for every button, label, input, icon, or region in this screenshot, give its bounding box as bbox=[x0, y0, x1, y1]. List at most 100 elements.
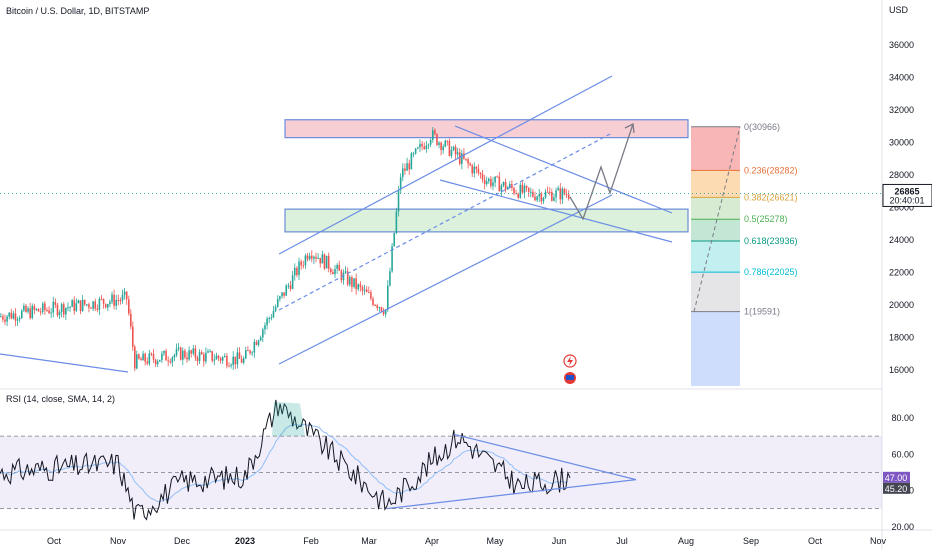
time-tick-label: Nov bbox=[870, 536, 887, 546]
currency-label: USD bbox=[888, 5, 908, 15]
candle-down bbox=[327, 255, 330, 269]
channel-upper-line bbox=[278, 75, 613, 255]
candle-up bbox=[509, 184, 511, 188]
candle-down bbox=[83, 299, 86, 305]
candle-down bbox=[346, 271, 349, 285]
candle-up bbox=[156, 361, 159, 365]
candle-down bbox=[138, 354, 140, 359]
candle-up bbox=[232, 356, 234, 365]
candle-up bbox=[293, 267, 296, 276]
axes: 36000 34000 32000 30000 28000 26000 24000 22000… bbox=[0, 40, 932, 546]
time-tick-label: Mar bbox=[361, 536, 377, 546]
candle-down bbox=[421, 143, 423, 147]
candle-up bbox=[308, 255, 311, 260]
candle-up bbox=[31, 306, 34, 319]
candle-down bbox=[467, 159, 469, 164]
candle-up bbox=[399, 177, 402, 191]
candle-down bbox=[408, 163, 411, 170]
candle-down bbox=[56, 304, 59, 316]
candle-up bbox=[349, 277, 351, 285]
candle-up bbox=[8, 312, 10, 317]
candle-down bbox=[306, 255, 309, 260]
candle-down bbox=[4, 319, 6, 322]
candle-down bbox=[434, 130, 436, 134]
candle-up bbox=[344, 271, 347, 273]
candle-down bbox=[169, 361, 172, 363]
candle-up bbox=[23, 305, 25, 311]
candle-down bbox=[504, 181, 507, 190]
candle-down bbox=[330, 268, 332, 273]
candle-up bbox=[236, 352, 239, 365]
candle-up bbox=[488, 178, 490, 182]
fib-level-label: 0(30966) bbox=[744, 122, 780, 132]
candle-down bbox=[184, 350, 186, 358]
candle-down bbox=[130, 313, 132, 327]
candle-up bbox=[142, 353, 144, 361]
rsi-signal-box bbox=[883, 482, 910, 494]
fib-zone bbox=[691, 272, 740, 312]
candle-up bbox=[456, 152, 459, 155]
candle-up bbox=[18, 317, 21, 320]
candle-down bbox=[548, 191, 551, 193]
candle-down bbox=[475, 166, 478, 169]
time-tick-label: Jul bbox=[616, 536, 628, 546]
candle-down bbox=[469, 163, 471, 166]
candle-up bbox=[406, 163, 408, 171]
candle-up bbox=[92, 301, 94, 309]
candle-up bbox=[485, 181, 488, 185]
candle-down bbox=[144, 353, 146, 362]
candle-up bbox=[0, 316, 2, 318]
price-tick-label: 26000 bbox=[889, 203, 914, 213]
time-tick-label: Aug bbox=[678, 536, 694, 546]
candle-down bbox=[319, 257, 322, 264]
countdown-label: 20:40:01 bbox=[889, 195, 924, 205]
candle-down bbox=[315, 256, 317, 259]
candle-down bbox=[382, 311, 385, 315]
candlestick-series bbox=[0, 127, 570, 372]
candle-up bbox=[111, 294, 113, 302]
candle-down bbox=[217, 355, 220, 359]
candle-down bbox=[234, 356, 237, 365]
candle-up bbox=[452, 146, 455, 151]
time-tick-label: 2023 bbox=[235, 536, 255, 546]
price-tick-label: 34000 bbox=[889, 73, 914, 83]
candle-down bbox=[323, 254, 326, 269]
candle-up bbox=[494, 176, 496, 183]
candle-up bbox=[387, 285, 389, 310]
candle-up bbox=[262, 329, 264, 338]
rsi-indicator-title[interactable]: RSI (14, close, SMA, 14, 2) bbox=[6, 394, 116, 404]
candle-down bbox=[132, 326, 134, 347]
candle-down bbox=[517, 193, 519, 198]
candle-up bbox=[285, 285, 288, 296]
time-tick-label: Oct bbox=[808, 536, 823, 546]
candle-up bbox=[188, 350, 190, 360]
candle-up bbox=[173, 354, 176, 358]
candle-down bbox=[113, 294, 115, 306]
symbol-title[interactable]: Bitcoin / U.S. Dollar, 1D, BITSTAMP bbox=[6, 6, 150, 16]
candle-down bbox=[104, 303, 107, 308]
candle-down bbox=[255, 341, 258, 345]
candle-down bbox=[551, 192, 553, 201]
candle-up bbox=[393, 233, 396, 247]
candle-down bbox=[355, 278, 357, 290]
candle-down bbox=[534, 196, 536, 201]
candle-up bbox=[313, 256, 315, 259]
candle-down bbox=[376, 305, 379, 309]
candle-down bbox=[37, 308, 40, 312]
fib-zone bbox=[691, 170, 740, 198]
candle-up bbox=[417, 147, 419, 149]
candle-down bbox=[302, 265, 305, 267]
candle-up bbox=[414, 148, 417, 154]
candle-up bbox=[75, 303, 78, 311]
candle-up bbox=[224, 355, 226, 358]
candle-down bbox=[54, 301, 57, 305]
candle-down bbox=[2, 316, 4, 320]
candle-down bbox=[436, 133, 438, 145]
candle-down bbox=[249, 350, 251, 354]
rsi-value-label: 47.00 bbox=[885, 473, 908, 483]
candle-down bbox=[351, 277, 353, 287]
candle-down bbox=[94, 301, 97, 309]
